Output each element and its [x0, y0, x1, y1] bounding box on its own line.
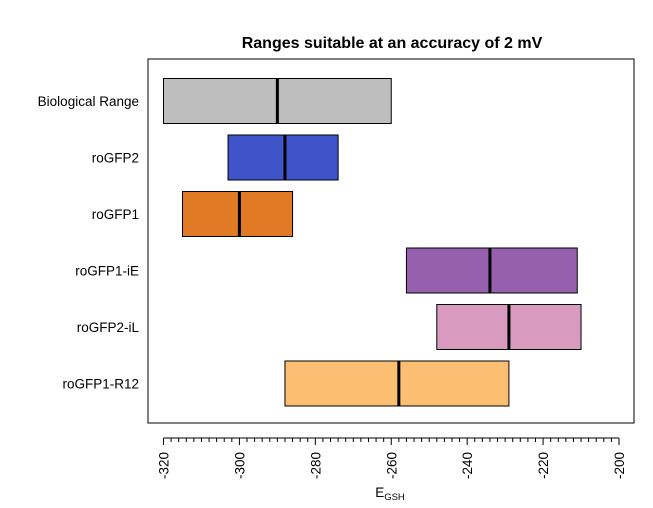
category-label-biological-range: Biological Range [38, 94, 139, 109]
x-axis-label: EGSH [375, 485, 405, 503]
x-tick-label: -200 [612, 452, 627, 479]
category-label-rogfp2: roGFP2 [92, 151, 139, 166]
x-tick-label: -260 [384, 452, 399, 479]
x-tick-label: -220 [536, 452, 551, 479]
category-labels: Biological Range roGFP2 roGFP1 roGFP1-iE roG… [38, 94, 140, 392]
range-bar-rogfp1-ie [405, 247, 578, 294]
plot-frame [147, 58, 635, 424]
x-tick-label: -280 [308, 452, 323, 479]
category-label-rogfp1-ie: roGFP1-iE [75, 264, 139, 279]
category-label-rogfp2-il: roGFP2-iL [77, 320, 140, 335]
x-tick-label: -320 [157, 452, 172, 479]
x-axis-label-main: E [375, 485, 384, 500]
range-bar-rogfp1-r12 [284, 360, 510, 407]
x-tick-label: -240 [460, 452, 475, 479]
x-axis: -320 -300 -280 -260 -240 -220 -200 [157, 437, 627, 479]
x-axis-label-subscript: GSH [384, 492, 405, 503]
x-tick-label: -300 [232, 452, 247, 479]
category-label-rogfp1: roGFP1 [92, 207, 139, 222]
chart-title: Ranges suitable at an accuracy of 2 mV [242, 35, 543, 52]
category-label-rogfp1-r12: roGFP1-R12 [62, 377, 139, 392]
range-bar-rogfp2 [227, 134, 339, 181]
bars-layer [163, 78, 582, 407]
range-bar-rogfp1 [181, 191, 294, 237]
